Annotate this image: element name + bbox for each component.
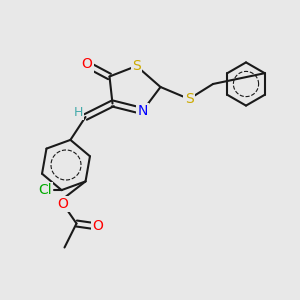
Text: H: H [73, 106, 83, 119]
Text: N: N [137, 104, 148, 118]
Text: O: O [58, 197, 68, 211]
Text: S: S [132, 59, 141, 73]
Text: O: O [92, 220, 103, 233]
Text: Cl: Cl [38, 183, 52, 197]
Text: S: S [184, 92, 194, 106]
Text: O: O [82, 58, 92, 71]
